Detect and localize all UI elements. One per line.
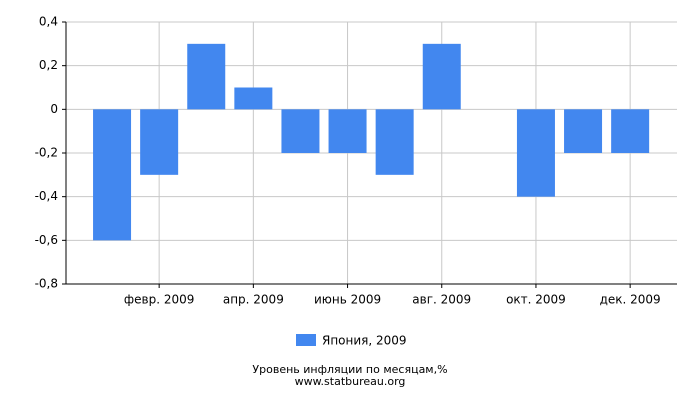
x-tick-label: февр. 2009 [124,293,195,307]
x-tick-label: окт. 2009 [506,293,566,307]
y-tick-label: -0,4 [35,189,58,203]
bar [422,43,461,110]
bar [328,109,367,153]
bar [187,43,226,110]
y-tick-label: 0,2 [39,58,58,72]
x-tick-label: дек. 2009 [600,293,661,307]
bar [281,109,320,153]
bar [375,109,414,175]
bar [140,109,179,175]
y-tick-label: -0,8 [35,277,58,291]
source: www.statbureau.org [295,375,406,388]
y-tick-label: 0 [50,102,58,116]
legend-label: Япония, 2009 [322,334,407,348]
legend-swatch [296,334,316,346]
y-tick-label: -0,6 [35,233,58,247]
y-tick-label: -0,2 [35,146,58,160]
bar [611,109,650,153]
x-tick-label: июнь 2009 [314,293,381,307]
bar [234,87,273,110]
x-tick-label: апр. 2009 [223,293,284,307]
x-tick-label: авг. 2009 [412,293,471,307]
y-tick-label: 0,4 [39,15,58,29]
bar [93,109,132,241]
bar [516,109,555,197]
chart-title: Уровень инфляции по месяцам,% [252,363,447,376]
bar [564,109,603,153]
